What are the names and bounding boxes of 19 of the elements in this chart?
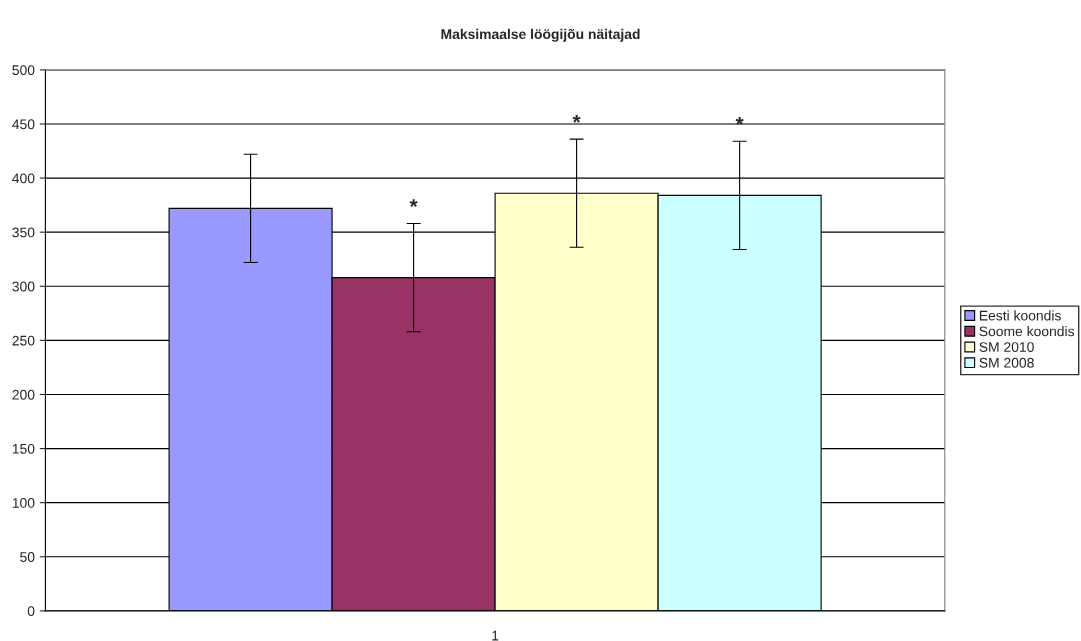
y-tick-label: 500 [12,65,35,76]
annotation: * [572,114,581,123]
y-tick-label: 400 [12,173,35,184]
legend-label: Soome koondis [979,326,1075,337]
legend-label: SM 2010 [979,342,1034,352]
y-tick-label: 150 [12,443,35,454]
legend-label: SM 2008 [979,357,1034,368]
y-tick-label: 0 [27,606,35,617]
y-tick-label: 50 [20,552,35,562]
y-tick-label: 350 [12,227,35,238]
chart-title: Maksimaalse löögijõu näitajad [441,28,640,42]
y-tick-label: 100 [12,498,35,508]
y-tick-label: 200 [12,389,35,400]
y-tick-label: 250 [12,335,35,346]
y-tick-label: 300 [12,281,35,292]
y-tick-label: 450 [12,119,35,130]
legend-label: Eesti koondis [979,310,1061,321]
x-tick-label: 1 [492,630,499,641]
annotation: * [409,199,418,208]
